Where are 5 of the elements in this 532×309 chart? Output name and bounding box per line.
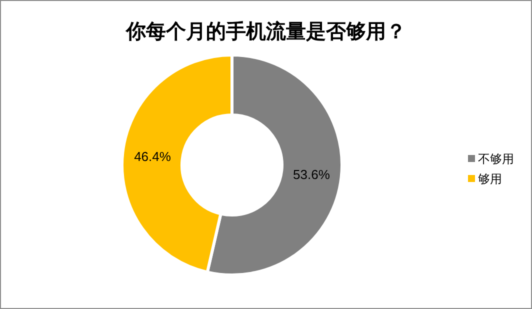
chart-title: 你每个月的手机流量是否够用？: [125, 20, 406, 43]
data-label: 53.6%: [293, 167, 330, 182]
legend-label: 不够用: [478, 152, 514, 166]
legend-label: 够用: [478, 172, 502, 186]
data-label: 46.4%: [134, 148, 172, 164]
